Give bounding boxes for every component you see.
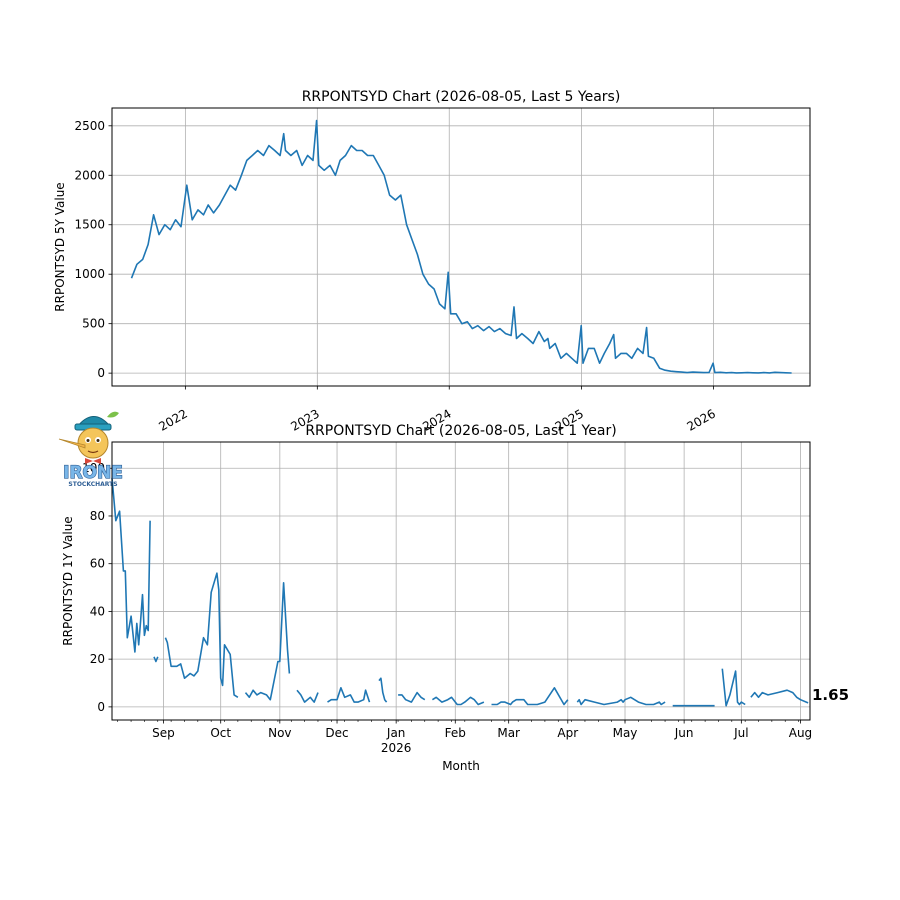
y-tick-label: 40: [90, 604, 105, 618]
y-tick-label: 60: [90, 557, 105, 571]
chart-1y-last-value-label: 1.65: [812, 686, 849, 704]
y-tick-label: 1000: [74, 267, 105, 281]
chart-5y-plot-frame: [111, 107, 811, 387]
chart-5y-title: RRPONTSYD Chart (2026-08-05, Last 5 Year…: [302, 89, 621, 105]
chart-1y-x-axis-label: Month: [442, 759, 480, 773]
logo-wordmark-bottom: STOCKCHARTS: [68, 481, 117, 488]
y-tick-label: 500: [82, 317, 105, 331]
chart-1y: RRPONTSYD Chart (2026-08-05, Last 1 Year…: [61, 423, 849, 773]
chart-1y-plot-frame: [111, 441, 811, 721]
x-tick-label: Apr: [557, 726, 578, 740]
x-tick-label: Feb: [445, 726, 466, 740]
x-tick-label: Sep: [152, 726, 175, 740]
y-tick-label: 20: [90, 652, 105, 666]
x-tick-label: Mar: [497, 726, 520, 740]
x-tick-label: Aug: [789, 726, 812, 740]
chart-1y-grid: [112, 442, 810, 720]
chart-1y-x-axis: Sep Oct Nov Dec Jan 2026 Feb Mar Apr May Jun Jul Aug: [117, 720, 812, 755]
y-tick-label: 80: [90, 509, 105, 523]
x-tick-label: Jan 2026: [381, 726, 412, 755]
logo-wordmark-top: IRONE: [63, 463, 123, 483]
chart-5y-y-axis-label: RRPONTSYD 5Y Value: [53, 182, 67, 311]
x-tick-label: Jul: [733, 726, 748, 740]
y-tick-label: 2000: [74, 168, 105, 182]
x-tick-label: Dec: [325, 726, 348, 740]
x-tick-label: Nov: [268, 726, 291, 740]
chart-5y-grid: [112, 108, 810, 386]
chart-5y-y-axis: 0 500 1000 1500 2000 2500: [74, 119, 112, 380]
y-tick-label: 2500: [74, 119, 105, 133]
x-tick-label: Jun: [674, 726, 694, 740]
y-tick-label: 0: [97, 700, 105, 714]
chart-1y-title: RRPONTSYD Chart (2026-08-05, Last 1 Year…: [305, 423, 616, 439]
chart-1y-y-axis-label: RRPONTSYD 1Y Value: [61, 516, 75, 645]
chart-1y-series-line: [111, 477, 809, 707]
x-tick-label: May: [613, 726, 638, 740]
y-tick-label: 1500: [74, 218, 105, 232]
y-tick-label: 100: [82, 461, 105, 475]
y-tick-label: 0: [97, 366, 105, 380]
x-tick-label: Oct: [210, 726, 231, 740]
pinocchio-mascot-logo-icon: IRONE STOCKCHARTS: [58, 411, 123, 488]
chart-5y-series-line: [130, 119, 792, 374]
chart-1y-y-axis: 0 20 40 60 80 100: [82, 461, 112, 714]
